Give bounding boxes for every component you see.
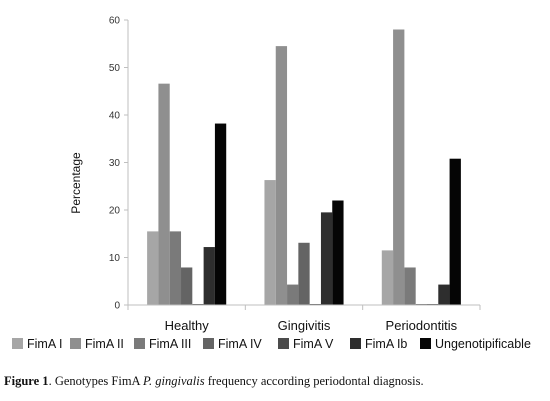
caption-species: P. gingivalis bbox=[143, 374, 205, 388]
bar bbox=[449, 158, 461, 305]
bar bbox=[320, 212, 333, 305]
bar bbox=[275, 46, 288, 305]
legend-swatch bbox=[203, 338, 214, 349]
category-label: Gingivitis bbox=[278, 318, 331, 333]
bar bbox=[393, 29, 405, 305]
bar bbox=[158, 83, 170, 306]
legend-label: FimA V bbox=[293, 337, 334, 351]
y-tick-label: 40 bbox=[109, 111, 121, 122]
bar bbox=[438, 284, 450, 305]
bar-chart: 0 10 20 30 40 50 60 Healthy Gingivitis Periodont… bbox=[12, 16, 531, 351]
legend-label: FimA Ib bbox=[365, 337, 407, 351]
bar bbox=[287, 284, 299, 305]
legend-label: Ungenotipificable bbox=[435, 337, 531, 351]
category-label: Healthy bbox=[165, 318, 210, 333]
y-tick-label: 50 bbox=[109, 63, 121, 74]
caption-text-after: frequency according periodontal diagnosi… bbox=[204, 374, 424, 388]
legend-swatch bbox=[350, 338, 361, 349]
bar bbox=[181, 267, 193, 305]
caption-label: Figure 1 bbox=[4, 374, 49, 388]
y-tick-label: 0 bbox=[114, 301, 120, 312]
bar bbox=[264, 180, 276, 305]
x-axis: Healthy Gingivitis Periodontitis bbox=[127, 304, 481, 333]
bar bbox=[404, 267, 416, 305]
legend-label: FimA III bbox=[149, 337, 191, 351]
legend-swatch bbox=[420, 338, 431, 349]
y-tick-label: 30 bbox=[109, 158, 121, 169]
bar bbox=[214, 123, 227, 305]
legend-swatch bbox=[134, 338, 145, 349]
bar bbox=[147, 231, 159, 305]
bar bbox=[169, 231, 182, 305]
y-axis-label: Percentage bbox=[69, 152, 83, 214]
figure-caption: Figure 1. Genotypes FimA P. gingivalis f… bbox=[4, 374, 548, 389]
legend-label: FimA I bbox=[27, 337, 62, 351]
bar bbox=[203, 247, 215, 305]
legend-label: FimA II bbox=[85, 337, 124, 351]
caption-text-before: . Genotypes FimA bbox=[48, 374, 144, 388]
legend-swatch bbox=[278, 338, 289, 349]
y-tick-label: 60 bbox=[109, 16, 121, 27]
bar bbox=[298, 242, 310, 305]
bar bbox=[332, 200, 344, 305]
category-label: Periodontitis bbox=[386, 318, 458, 333]
legend: FimA I FimA II FimA III FimA IV FimA V FimA I… bbox=[12, 337, 531, 351]
legend-label: FimA IV bbox=[218, 337, 262, 351]
legend-swatch bbox=[12, 338, 23, 349]
y-tick-label: 10 bbox=[109, 253, 121, 264]
bars bbox=[147, 29, 461, 306]
y-tick-label: 20 bbox=[109, 206, 121, 217]
legend-swatch bbox=[70, 338, 81, 349]
y-axis: 0 10 20 30 40 50 60 bbox=[109, 16, 129, 312]
bar bbox=[381, 250, 394, 305]
